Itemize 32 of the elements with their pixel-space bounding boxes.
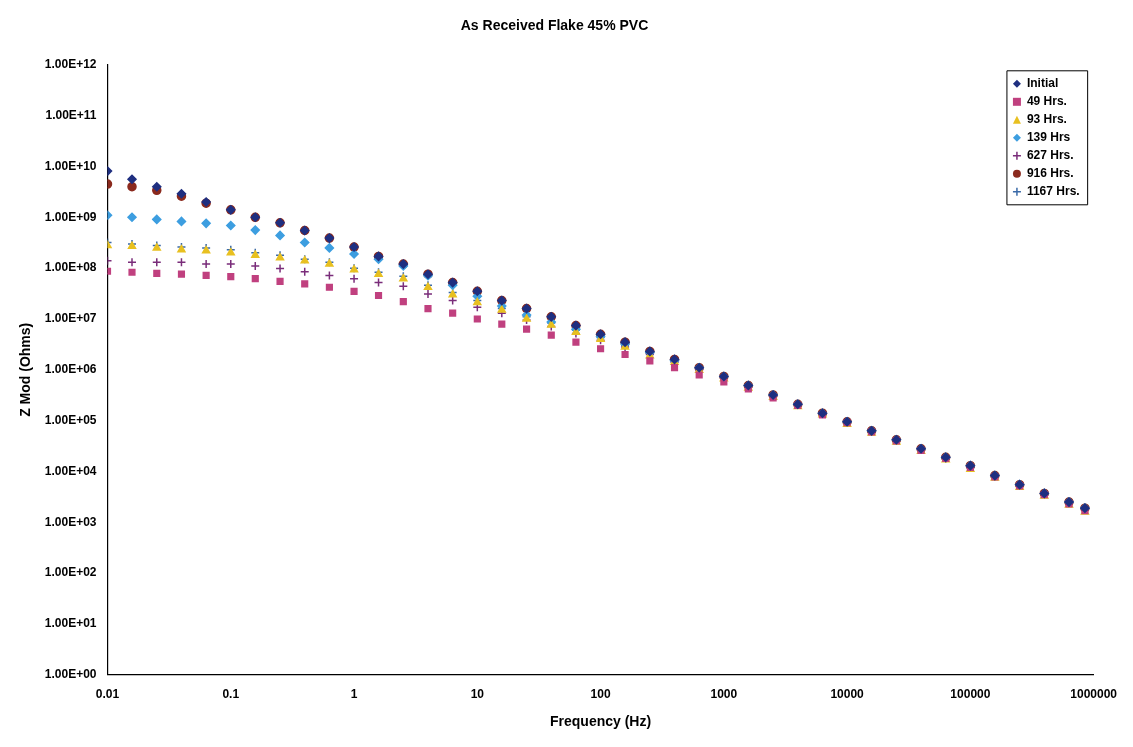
legend-label: 627 Hrs.: [1026, 148, 1074, 163]
x-axis-title: Frequency (Hz): [550, 713, 652, 730]
x-tick-label: 1: [350, 687, 358, 702]
y-axis-title: Z Mod (Ohms): [17, 322, 34, 417]
x-tick-label: 1000000: [1070, 687, 1118, 702]
legend-label: Initial: [1026, 76, 1059, 91]
x-tick-label: 10: [470, 687, 485, 702]
y-tick-label: 1.00E+04: [44, 463, 97, 478]
legend-label: 916 Hrs.: [1026, 166, 1074, 181]
y-tick-label: 1.00E+02: [44, 565, 97, 580]
legend-label: 49 Hrs.: [1026, 94, 1067, 109]
y-tick-label: 1.00E+05: [44, 412, 97, 427]
x-tick-label: 1000: [710, 687, 738, 702]
chart-title: As Received Flake 45% PVC: [460, 17, 649, 34]
y-tick-label: 1.00E+00: [44, 667, 97, 682]
x-tick-label: 10000: [830, 687, 865, 702]
y-tick-label: 1.00E+07: [44, 311, 97, 326]
x-tick-label: 0.01: [95, 687, 120, 702]
legend-label: 139 Hrs: [1026, 130, 1071, 145]
y-tick-label: 1.00E+10: [44, 158, 97, 173]
y-tick-label: 1.00E+11: [45, 107, 97, 122]
y-tick-label: 1.00E+03: [44, 514, 97, 529]
x-tick-label: 100000: [950, 687, 991, 702]
y-tick-label: 1.00E+08: [44, 260, 97, 275]
x-tick-label: 100: [590, 687, 611, 702]
y-tick-label: 1.00E+09: [44, 209, 97, 224]
y-tick-label: 1.00E+06: [44, 362, 97, 377]
y-tick-label: 1.00E+01: [44, 616, 97, 631]
x-tick-label: 0.1: [222, 687, 240, 702]
y-tick-label: 1.00E+12: [44, 57, 97, 72]
legend-label: 93 Hrs.: [1026, 112, 1067, 127]
legend-label: 1167 Hrs.: [1026, 184, 1080, 199]
